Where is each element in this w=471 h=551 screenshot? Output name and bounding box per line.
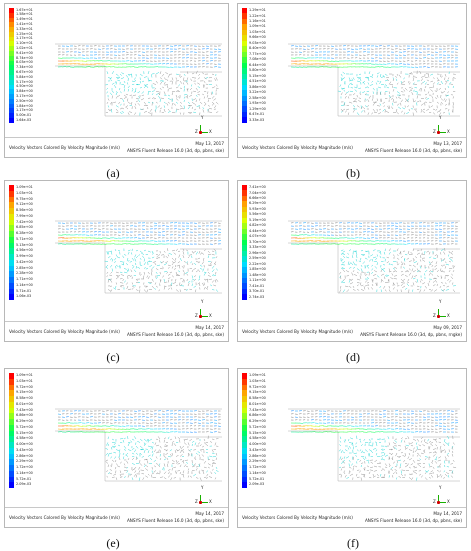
- axis-label-x: X: [209, 129, 212, 134]
- axis-label-z: Z: [195, 129, 198, 134]
- plot-date: May 13, 2017: [195, 141, 224, 146]
- software-version: ANSYS Fluent Release 16.0 (3d, dp, pbns,…: [127, 148, 224, 153]
- vector-arrows: [58, 411, 221, 481]
- vector-arrows: [291, 411, 458, 481]
- plot-date: May 14, 2017: [195, 511, 224, 516]
- panel-caption: (f): [333, 536, 373, 551]
- panel-caption: (d): [333, 350, 373, 365]
- plot-date: May 14, 2017: [433, 511, 462, 516]
- panel-caption: (e): [93, 536, 133, 551]
- panel-caption: (b): [333, 166, 373, 181]
- vector-arrows: [291, 223, 458, 293]
- axis-label-x: X: [209, 499, 212, 504]
- plot-description: Velocity Vectors Colored By Velocity Mag…: [242, 329, 353, 334]
- plot-description: Velocity Vectors Colored By Velocity Mag…: [242, 145, 353, 150]
- plot-description: Velocity Vectors Colored By Velocity Mag…: [9, 515, 120, 520]
- axis-label-z: Z: [195, 313, 198, 318]
- z-axis-dot: [437, 501, 440, 504]
- axis-label-x: X: [209, 313, 212, 318]
- vector-arrows: [291, 46, 458, 116]
- plot-description: Velocity Vectors Colored By Velocity Mag…: [242, 515, 353, 520]
- panel-caption: (a): [93, 166, 133, 181]
- axis-label-x: X: [447, 499, 450, 504]
- z-axis-dot: [199, 315, 202, 318]
- velocity-vector-field: [5, 4, 229, 158]
- z-axis-dot: [437, 131, 440, 134]
- software-version: ANSYS Fluent Release 16.0 (3d, dp, pbns,…: [127, 518, 224, 523]
- footer-divider: [238, 507, 466, 508]
- footer-divider: [238, 137, 466, 138]
- axis-label-y: Y: [439, 485, 441, 490]
- z-axis-dot: [437, 315, 440, 318]
- panel-caption: (c): [93, 350, 133, 365]
- footer-divider: [5, 321, 228, 322]
- software-version: ANSYS Fluent Release 16.0 (3d, dp, pbns,…: [365, 148, 462, 153]
- footer-divider: [238, 321, 466, 322]
- axis-label-z: Z: [433, 499, 436, 504]
- plot-date: May 13, 2017: [433, 141, 462, 146]
- axis-label-z: Z: [195, 499, 198, 504]
- vector-arrows: [58, 46, 221, 116]
- plot-date: May 14, 2017: [195, 325, 224, 330]
- z-axis-dot: [199, 501, 202, 504]
- software-version: ANSYS Fluent Release 16.0 (3d, dp, pbns,…: [360, 332, 462, 337]
- axis-label-x: X: [447, 313, 450, 318]
- footer-divider: [5, 137, 228, 138]
- software-version: ANSYS Fluent Release 16.0 (3d, dp, pbns,…: [127, 332, 224, 337]
- axis-label-y: Y: [439, 115, 441, 120]
- axis-label-y: Y: [201, 485, 203, 490]
- footer-divider: [5, 507, 228, 508]
- plot-description: Velocity Vectors Colored By Velocity Mag…: [9, 145, 120, 150]
- software-version: ANSYS Fluent Release 16.0 (3d, dp, pbns,…: [365, 518, 462, 523]
- axis-label-y: Y: [201, 299, 203, 304]
- domain-outline: [288, 44, 460, 116]
- axis-label-z: Z: [433, 129, 436, 134]
- axis-label-x: X: [447, 129, 450, 134]
- axis-label-y: Y: [201, 115, 203, 120]
- velocity-vector-field: [238, 4, 467, 158]
- velocity-vector-field: [5, 369, 229, 528]
- z-axis-dot: [199, 131, 202, 134]
- plot-date: May 09, 2017: [433, 325, 462, 330]
- axis-label-y: Y: [439, 299, 441, 304]
- vector-arrows: [58, 223, 221, 293]
- axis-label-z: Z: [433, 313, 436, 318]
- velocity-vector-field: [238, 369, 467, 528]
- plot-description: Velocity Vectors Colored By Velocity Mag…: [9, 329, 120, 334]
